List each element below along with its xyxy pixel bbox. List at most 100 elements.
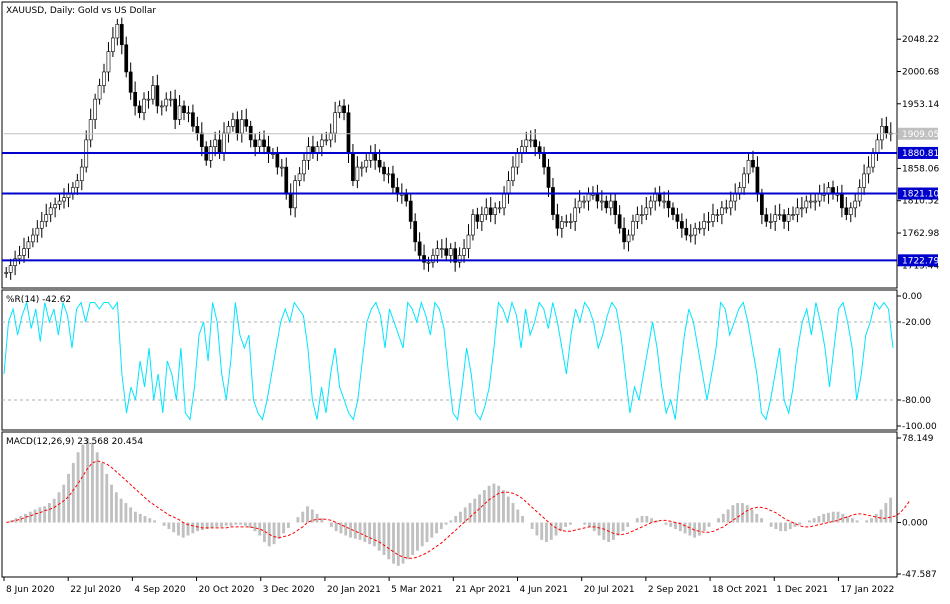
candle-body — [693, 227, 698, 236]
candle-body — [462, 248, 466, 256]
candle-body — [53, 204, 57, 209]
level-price-label: 1722.79 — [902, 256, 939, 266]
candle-body — [337, 105, 342, 114]
candle-body — [515, 153, 520, 168]
candle-body — [675, 214, 680, 222]
candle-body — [199, 132, 204, 147]
candle-body — [871, 153, 875, 168]
candle-body — [466, 234, 471, 249]
candle-body — [840, 193, 844, 209]
candle-body — [79, 166, 84, 181]
candle-body — [800, 207, 804, 210]
candle-body — [426, 261, 431, 264]
candle-body — [768, 221, 773, 223]
candle-body — [613, 200, 618, 215]
candle-body — [595, 193, 600, 202]
candle-body — [488, 207, 493, 215]
candle-body — [586, 193, 591, 202]
candle-body — [764, 214, 769, 222]
candle-body — [239, 119, 244, 134]
candle-body — [62, 197, 66, 202]
level-price-tag — [898, 146, 938, 159]
macd-signal-line — [6, 460, 911, 559]
candle-body — [671, 207, 675, 215]
candle-body — [26, 241, 31, 249]
candle-body — [471, 214, 475, 236]
williams-r-tick-label: -100.00 — [902, 422, 937, 432]
candle-body — [422, 255, 426, 263]
williams-r-tick-label: -20.00 — [902, 318, 931, 328]
candle-body — [742, 173, 746, 188]
candle-body — [111, 37, 115, 52]
candle-body — [164, 98, 169, 107]
candle-body — [728, 200, 733, 209]
candle-body — [680, 221, 684, 229]
candle-body — [573, 207, 578, 222]
candle-body — [346, 112, 351, 154]
candle-body — [755, 166, 760, 195]
candle-body — [48, 207, 53, 215]
candle-body — [364, 159, 369, 168]
candle-body — [284, 166, 289, 195]
candle-body — [715, 214, 720, 216]
candle-body — [31, 234, 35, 243]
candle-body — [439, 248, 444, 250]
candle-body — [359, 166, 364, 169]
candle-body — [875, 139, 880, 154]
price-tick-label: 1762.98 — [902, 229, 939, 239]
candle-body — [319, 139, 324, 147]
candle-body — [746, 159, 751, 175]
candle-body — [475, 214, 480, 222]
time-tick-label: 2 Sep 2021 — [648, 585, 699, 595]
macd-tick-label: -47.587 — [902, 570, 937, 580]
time-tick-label: 21 Apr 2021 — [455, 585, 511, 595]
candle-body — [355, 166, 360, 181]
time-tick-label: 22 Jul 2020 — [70, 585, 121, 595]
candle-body — [848, 207, 853, 215]
candle-body — [182, 105, 186, 114]
candle-body — [724, 207, 729, 210]
candle-body — [702, 221, 706, 229]
candle-body — [382, 166, 386, 175]
candle-body — [448, 248, 453, 256]
current-price-tag — [898, 127, 938, 140]
candle-body — [328, 132, 333, 141]
candle-body — [159, 105, 164, 108]
candle-body — [262, 139, 266, 147]
candle-body — [391, 173, 395, 188]
candle-body — [497, 207, 502, 210]
candle-body — [222, 132, 226, 154]
candle-body — [253, 139, 257, 147]
candle-body — [279, 166, 284, 169]
candle-body — [217, 139, 222, 154]
time-tick-label: 5 Mar 2021 — [391, 585, 442, 595]
williams-r-title: %R(14) -42.62 — [6, 295, 71, 305]
candle-body — [231, 119, 235, 127]
candle-body — [782, 214, 786, 222]
candle-body — [186, 112, 191, 115]
macd-tick-label: 78.149 — [902, 434, 934, 444]
price-axis: 2048.22 2000.68 1953.14 1858.06 1810.52 1762.… — [897, 35, 939, 271]
price-tick-label: 1953.14 — [902, 100, 939, 110]
candle-body — [862, 173, 866, 188]
time-tick-label: 18 Oct 2021 — [712, 585, 768, 595]
price-tick-label: 2048.22 — [902, 35, 939, 45]
candle-body — [115, 24, 120, 39]
candle-body — [644, 207, 649, 215]
candle-body — [257, 139, 262, 147]
time-tick-label: 1 Dec 2021 — [776, 585, 828, 595]
candle-body — [124, 44, 129, 73]
candle-body — [791, 214, 795, 216]
candle-body — [617, 214, 622, 229]
candle-body — [551, 187, 555, 215]
candle-body — [342, 105, 346, 114]
williams-r-tick-label: 0.00 — [902, 292, 922, 302]
candle-body — [813, 200, 818, 203]
candle-body — [866, 166, 871, 175]
candle-body — [511, 166, 515, 181]
candle-body — [720, 207, 724, 215]
time-axis: 8 Jun 2020 22 Jul 2020 4 Sep 2020 20 Oct 20… — [3, 577, 894, 595]
level-price-label: 1880.81 — [902, 149, 939, 159]
